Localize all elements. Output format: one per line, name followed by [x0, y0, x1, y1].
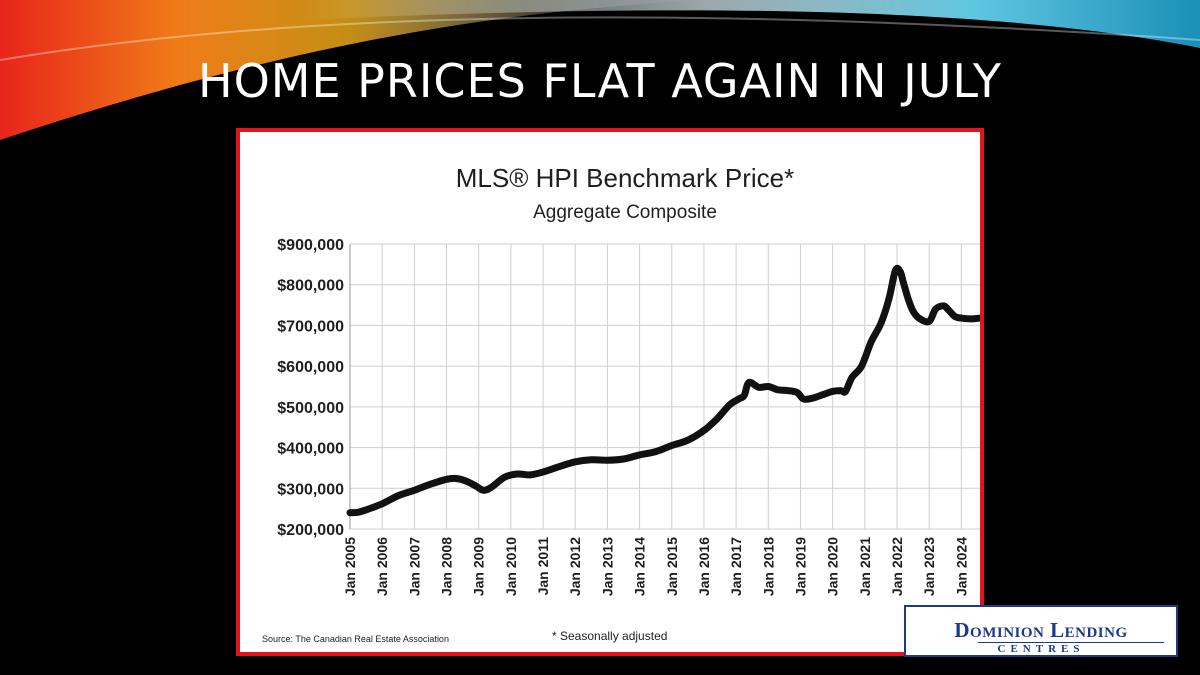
x-tick-label: Jan 2015	[664, 537, 680, 596]
footnote: * Seasonally adjusted	[552, 629, 667, 643]
x-tick-label: Jan 2017	[728, 537, 744, 596]
y-tick-label: $200,000	[277, 522, 344, 539]
x-tick-label: Jan 2014	[632, 537, 648, 596]
x-tick-label: Jan 2010	[503, 537, 519, 596]
y-axis-labels: $200,000 $300,000 $400,000 $500,000 $600,000…	[277, 237, 344, 539]
y-tick-label: $900,000	[277, 237, 344, 254]
swoosh-warm	[0, 0, 700, 140]
x-tick-label: Jan 2007	[406, 537, 422, 596]
y-tick-label: $500,000	[277, 400, 344, 417]
swoosh-cool	[300, 0, 1200, 48]
series-layer	[346, 264, 980, 517]
x-tick-label: Jan 2019	[792, 537, 808, 596]
x-tick-label: Jan 2022	[889, 537, 905, 596]
chart-subtitle: Aggregate Composite	[533, 202, 717, 223]
y-tick-label: $700,000	[277, 318, 344, 335]
x-tick-label: Jan 2020	[825, 537, 841, 596]
y-tick-label: $400,000	[277, 441, 344, 458]
line-chart: MLS® HPI Benchmark Price* Aggregate Comp…	[262, 163, 980, 644]
x-tick-label: Jan 2012	[567, 537, 583, 596]
logo-rule	[978, 642, 1164, 643]
x-tick-label: Jan 2006	[374, 537, 390, 596]
x-axis-labels: Jan 2005 Jan 2006 Jan 2007 Jan 2008 Jan 2009…	[342, 537, 969, 596]
x-tick-label: Jan 2018	[760, 537, 776, 596]
logo-name: Dominion Lending	[954, 618, 1128, 642]
logo-subname: CENTRES	[997, 643, 1085, 655]
company-logo: Dominion Lending CENTRES	[904, 605, 1178, 657]
x-tick-label: Jan 2021	[857, 537, 873, 596]
source-note: Source: The Canadian Real Estate Associa…	[262, 634, 449, 644]
x-tick-label: Jan 2008	[439, 537, 455, 596]
x-tick-label: Jan 2016	[696, 537, 712, 596]
series-line	[346, 264, 980, 517]
x-tick-label: Jan 2011	[535, 537, 551, 596]
y-tick-label: $600,000	[277, 359, 344, 376]
x-tick-label: Jan 2024	[953, 537, 969, 596]
x-tick-label: Jan 2013	[599, 537, 615, 596]
x-tick-label: Jan 2023	[921, 537, 937, 596]
slide-title: HOME PRICES FLAT AGAIN IN JULY	[197, 54, 1003, 108]
y-tick-label: $800,000	[277, 278, 344, 295]
chart-title: MLS® HPI Benchmark Price*	[456, 163, 794, 193]
chart-frame: MLS® HPI Benchmark Price* Aggregate Comp…	[236, 128, 984, 656]
swoosh-highlight	[0, 16, 1200, 61]
x-tick-label: Jan 2009	[471, 537, 487, 596]
x-tick-label: Jan 2005	[342, 537, 358, 596]
y-tick-label: $300,000	[277, 481, 344, 498]
gridlines	[349, 243, 980, 530]
